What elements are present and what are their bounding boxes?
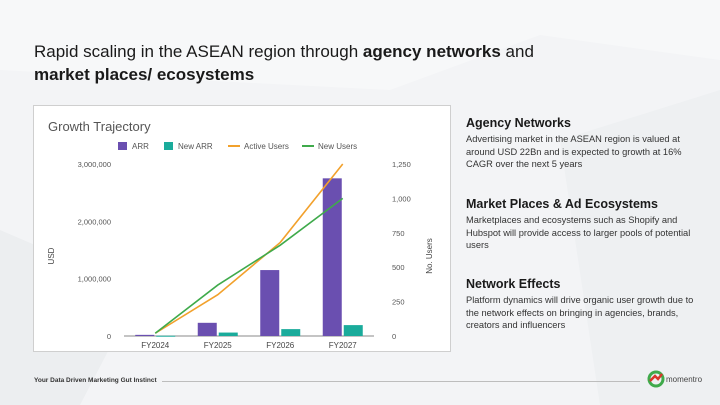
- section-body: Platform dynamics will drive organic use…: [466, 295, 694, 330]
- legend-label: New ARR: [178, 142, 213, 151]
- y2-tick-label: 1,250: [392, 160, 411, 169]
- footer-tagline: Your Data Driven Marketing Gut Instinct: [34, 377, 157, 384]
- bar-new-arr: [156, 335, 176, 337]
- y-tick-label: 3,000,000: [78, 160, 111, 169]
- y2-tick-label: 0: [392, 332, 396, 341]
- bar-arr: [197, 322, 217, 336]
- section-heading: Network Effects: [466, 277, 561, 291]
- legend-label: ARR: [132, 142, 149, 151]
- growth-chart: Growth Trajectory ARR New ARR Active Users N…: [47, 119, 434, 350]
- legend-swatch: [164, 142, 173, 150]
- x-tick-label: FY2027: [329, 341, 358, 350]
- x-tick-label: FY2025: [204, 341, 233, 350]
- y2-tick-label: 250: [392, 298, 405, 307]
- section-heading: Market Places & Ad Ecosystems: [466, 197, 658, 211]
- section-heading: Agency Networks: [466, 116, 571, 130]
- y-axis-label: USD: [47, 247, 56, 264]
- y2-tick-label: 1,000: [392, 194, 411, 203]
- footer-brand: momentro: [666, 375, 703, 384]
- y2-tick-label: 500: [392, 263, 405, 272]
- footer-divider: [162, 381, 640, 382]
- y-tick-label: 2,000,000: [78, 217, 111, 226]
- slide-title: Rapid scaling in the ASEAN region throug…: [34, 42, 534, 84]
- y2-tick-label: 750: [392, 229, 405, 238]
- line-new-users: [154, 197, 344, 334]
- section-body: Advertising market in the ASEAN region i…: [466, 134, 682, 169]
- chart-card: Growth Trajectory ARR New ARR Active Users N…: [33, 105, 451, 352]
- bar-new-arr: [218, 332, 238, 336]
- bar-new-arr: [281, 329, 301, 336]
- y-tick-label: 0: [107, 332, 111, 341]
- legend-label: New Users: [318, 142, 357, 151]
- line-active-users: [154, 163, 344, 334]
- legend-swatch: [118, 142, 127, 150]
- x-tick-label: FY2024: [141, 341, 170, 350]
- x-tick-label: FY2026: [266, 341, 295, 350]
- chart-title: Growth Trajectory: [48, 119, 151, 134]
- y-tick-label: 1,000,000: [78, 275, 111, 284]
- section-network-effects: Network Effects Platform dynamics will d…: [466, 277, 696, 332]
- section-agency-networks: Agency Networks Advertising market in th…: [466, 116, 696, 171]
- section-market-places: Market Places & Ad Ecosystems Marketplac…: [466, 197, 696, 252]
- legend-label: Active Users: [244, 142, 289, 151]
- momentro-logo-icon: [647, 370, 665, 388]
- bar-arr: [260, 270, 280, 336]
- bar-arr: [135, 334, 155, 336]
- bar-arr: [322, 178, 342, 336]
- y2-axis-label: No. Users: [425, 238, 434, 274]
- section-body: Marketplaces and ecosystems such as Shop…: [466, 215, 691, 250]
- bar-new-arr: [343, 325, 363, 336]
